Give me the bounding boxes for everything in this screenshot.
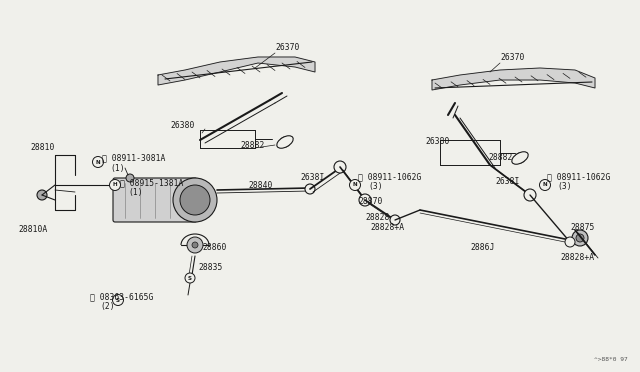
Text: ⓝ 08911-1062G: ⓝ 08911-1062G — [547, 173, 611, 182]
Text: Ⓢ 08363-6165G: Ⓢ 08363-6165G — [90, 292, 154, 301]
Circle shape — [524, 189, 536, 201]
Circle shape — [180, 185, 210, 215]
Text: 28828+A: 28828+A — [370, 224, 404, 232]
Text: 26370: 26370 — [500, 54, 524, 62]
Text: 28810A: 28810A — [18, 225, 47, 234]
Text: H: H — [113, 183, 117, 187]
Text: ⓗ 08915-1381A: ⓗ 08915-1381A — [120, 179, 184, 187]
Text: 28810: 28810 — [30, 142, 54, 151]
Text: 26370: 26370 — [275, 44, 300, 52]
Text: 26380: 26380 — [425, 138, 449, 147]
Circle shape — [126, 174, 134, 182]
Text: S: S — [188, 276, 192, 280]
Circle shape — [390, 215, 400, 225]
Circle shape — [185, 273, 195, 283]
Polygon shape — [432, 68, 595, 90]
Polygon shape — [158, 57, 315, 85]
Text: ⓝ 08911-1062G: ⓝ 08911-1062G — [358, 173, 421, 182]
Circle shape — [305, 184, 315, 194]
Circle shape — [515, 153, 525, 163]
Text: S: S — [116, 298, 120, 302]
Circle shape — [93, 157, 104, 167]
Circle shape — [349, 180, 360, 190]
Text: 28835: 28835 — [198, 263, 222, 273]
Text: 2886J: 2886J — [470, 244, 494, 253]
Circle shape — [113, 295, 124, 305]
Circle shape — [540, 180, 550, 190]
Ellipse shape — [512, 152, 528, 164]
Text: (2): (2) — [100, 302, 115, 311]
Circle shape — [192, 242, 198, 248]
Text: (3): (3) — [368, 183, 383, 192]
Text: N: N — [353, 183, 357, 187]
Text: ⓝ 08911-3081A: ⓝ 08911-3081A — [102, 154, 165, 163]
Text: 28875: 28875 — [570, 224, 595, 232]
Text: ^>88*0 97: ^>88*0 97 — [595, 357, 628, 362]
Text: 2638I: 2638I — [300, 173, 324, 183]
Text: 26380: 26380 — [170, 121, 195, 129]
Circle shape — [280, 137, 290, 147]
Text: 28840: 28840 — [248, 180, 273, 189]
Circle shape — [572, 230, 588, 246]
Text: 28870: 28870 — [358, 198, 382, 206]
Text: N: N — [543, 183, 547, 187]
Circle shape — [173, 178, 217, 222]
Circle shape — [576, 234, 584, 242]
Circle shape — [334, 161, 346, 173]
FancyBboxPatch shape — [113, 178, 197, 222]
Circle shape — [37, 190, 47, 200]
Text: (1): (1) — [128, 189, 143, 198]
Text: N: N — [96, 160, 100, 164]
Circle shape — [565, 237, 575, 247]
Text: 28882: 28882 — [240, 141, 264, 150]
Text: 28828+A: 28828+A — [560, 253, 594, 263]
Text: 2638I: 2638I — [495, 177, 520, 186]
Circle shape — [359, 194, 371, 206]
Text: (3): (3) — [557, 183, 572, 192]
Ellipse shape — [277, 136, 293, 148]
Text: 28860: 28860 — [202, 244, 227, 253]
Text: 28828: 28828 — [365, 214, 389, 222]
Text: 28882: 28882 — [488, 154, 513, 163]
Text: (1): (1) — [110, 164, 125, 173]
Circle shape — [187, 237, 203, 253]
Circle shape — [109, 180, 120, 190]
